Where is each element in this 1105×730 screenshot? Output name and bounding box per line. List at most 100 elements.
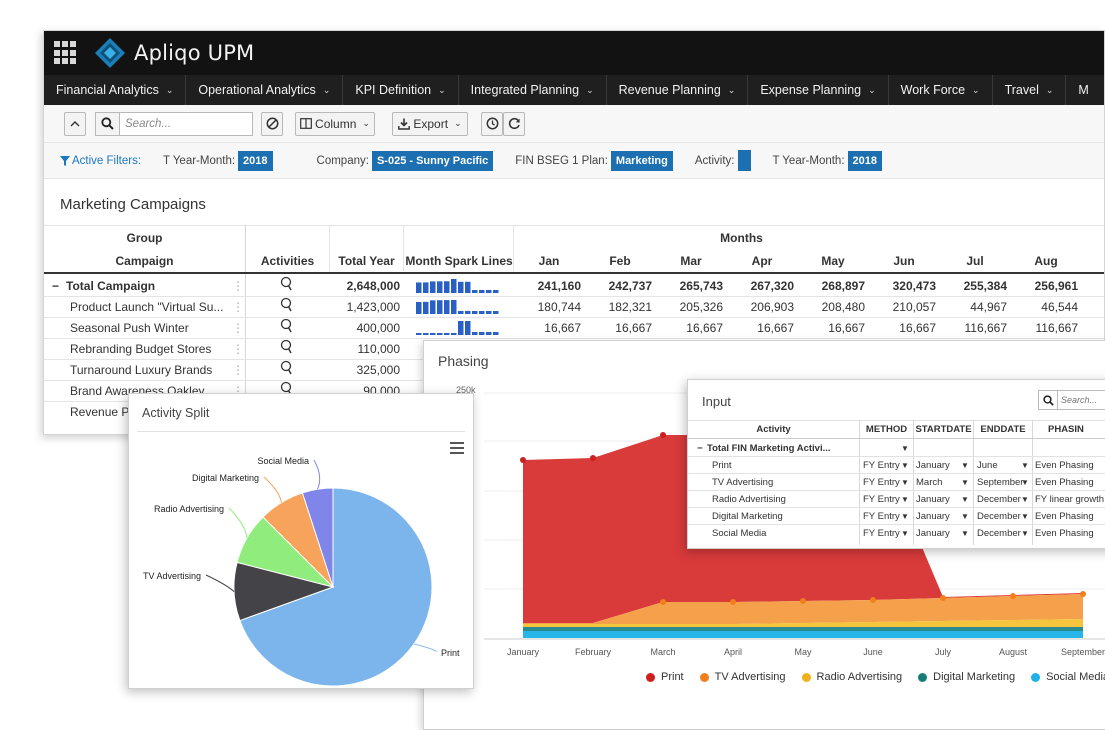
startdate-select[interactable]: January xyxy=(916,460,950,471)
filter-chip-year-month[interactable]: 2018 xyxy=(238,150,273,171)
month-value[interactable]: 116,667 xyxy=(1035,321,1079,335)
startdate-col-header[interactable]: STARTDATE xyxy=(915,424,972,435)
method-select[interactable]: FY Entry xyxy=(863,494,900,505)
phasing-select[interactable]: Even Phasing xyxy=(1035,528,1094,539)
dropdown-arrow-icon[interactable]: ▼ xyxy=(901,512,909,521)
menu-travel[interactable]: Travel ⌄ xyxy=(993,75,1067,105)
dropdown-arrow-icon[interactable]: ▼ xyxy=(901,495,909,504)
history-button[interactable] xyxy=(481,111,503,136)
method-select[interactable]: FY Entry xyxy=(863,528,900,539)
export-button[interactable]: Export ⌄ xyxy=(392,111,468,136)
dropdown-arrow-icon[interactable]: ▼ xyxy=(961,478,969,487)
month-value[interactable]: 16,667 xyxy=(828,321,865,335)
month-value[interactable]: 180,744 xyxy=(537,300,581,314)
kebab-menu-icon[interactable]: ⋮ xyxy=(232,363,244,377)
menu-operational-analytics[interactable]: Operational Analytics ⌄ xyxy=(186,75,344,105)
month-value[interactable]: 16,667 xyxy=(686,321,723,335)
month-value[interactable]: 256,961 xyxy=(1034,279,1078,293)
month-value[interactable]: 206,903 xyxy=(750,300,794,314)
phasing-select[interactable]: FY linear growth t xyxy=(1035,494,1105,505)
input-search-field[interactable] xyxy=(1058,390,1105,410)
enddate-select[interactable]: December xyxy=(977,494,1021,505)
legend-item-digital[interactable]: Digital Marketing xyxy=(918,671,1015,683)
month-header-feb[interactable]: Feb xyxy=(609,254,631,268)
method-col-header[interactable]: METHOD xyxy=(865,424,908,435)
legend-item-social[interactable]: Social Media xyxy=(1031,671,1105,683)
month-value[interactable]: 46,544 xyxy=(1041,300,1078,314)
table-row[interactable]: Seasonal Push Winter ⋮ 400,000 16,667 16… xyxy=(44,318,1104,339)
month-value[interactable]: 182,321 xyxy=(608,300,652,314)
month-value[interactable]: 16,667 xyxy=(615,321,652,335)
menu-financial-analytics[interactable]: Financial Analytics ⌄ xyxy=(44,75,187,105)
input-row[interactable]: Digital Marketing FY Entry ▼ January ▼ Dec… xyxy=(688,508,1105,525)
dropdown-arrow-icon[interactable]: ▼ xyxy=(901,461,909,470)
month-value[interactable]: 242,737 xyxy=(608,279,652,293)
search-icon[interactable] xyxy=(95,111,119,136)
legend-item-radio[interactable]: Radio Advertising xyxy=(801,671,902,683)
month-value[interactable]: 16,667 xyxy=(544,321,581,335)
collapse-toggle-icon[interactable]: − xyxy=(52,279,60,293)
month-value[interactable]: 205,326 xyxy=(679,300,723,314)
filter-chip-plan[interactable]: Marketing xyxy=(610,150,673,171)
input-row[interactable]: TV Advertising FY Entry ▼ March ▼ Septembe… xyxy=(688,474,1105,491)
method-select[interactable]: FY Entry xyxy=(863,477,900,488)
enddate-select[interactable]: December xyxy=(977,528,1021,539)
enddate-col-header[interactable]: ENDDATE xyxy=(980,424,1026,435)
campaign-header[interactable]: Campaign xyxy=(115,254,174,268)
kebab-menu-icon[interactable]: ⋮ xyxy=(232,342,244,356)
table-row[interactable]: Revenue Pu xyxy=(44,402,1104,423)
month-header-may[interactable]: May xyxy=(821,254,845,268)
activities-header[interactable]: Activities xyxy=(260,254,315,268)
kebab-menu-icon[interactable]: ⋮ xyxy=(232,300,244,314)
startdate-select[interactable]: January xyxy=(916,494,950,505)
search-icon[interactable] xyxy=(1038,390,1058,410)
active-filters[interactable]: Active Filters: xyxy=(60,155,141,167)
input-row[interactable]: Social Media FY Entry ▼ January ▼ December… xyxy=(688,525,1105,542)
month-value[interactable]: 16,667 xyxy=(899,321,936,335)
month-value[interactable]: 267,320 xyxy=(750,279,794,293)
magnify-icon[interactable] xyxy=(280,276,293,297)
month-header-jun[interactable]: Jun xyxy=(893,254,915,268)
collapse-button[interactable] xyxy=(64,111,86,136)
magnify-icon[interactable] xyxy=(280,297,293,318)
startdate-select[interactable]: January xyxy=(916,511,950,522)
month-header-apr[interactable]: Apr xyxy=(751,254,773,268)
month-value[interactable]: 16,667 xyxy=(757,321,794,335)
dropdown-arrow-icon[interactable]: ▼ xyxy=(1021,478,1029,487)
enddate-select[interactable]: June xyxy=(977,460,998,471)
startdate-select[interactable]: January xyxy=(916,528,950,539)
phasing-select[interactable]: Even Phasing xyxy=(1035,460,1094,471)
magnify-icon[interactable] xyxy=(280,360,293,381)
dropdown-arrow-icon[interactable]: ▼ xyxy=(961,529,969,538)
apps-grid-icon[interactable] xyxy=(54,41,78,65)
menu-integrated-planning[interactable]: Integrated Planning ⌄ xyxy=(459,75,607,105)
input-total-row[interactable]: − Total FIN Marketing Activi... ▼ xyxy=(688,440,1105,457)
menu-expense-planning[interactable]: Expense Planning ⌄ xyxy=(748,75,889,105)
month-value[interactable]: 210,057 xyxy=(892,300,936,314)
dropdown-arrow-icon[interactable]: ▼ xyxy=(961,495,969,504)
menu-kpi-definition[interactable]: KPI Definition ⌄ xyxy=(343,75,459,105)
method-select[interactable]: FY Entry xyxy=(863,460,900,471)
hamburger-menu-icon[interactable] xyxy=(450,442,464,454)
kebab-menu-icon[interactable]: ⋮ xyxy=(232,321,244,335)
collapse-toggle-icon[interactable]: − xyxy=(697,443,703,454)
activity-col-header[interactable]: Activity xyxy=(756,424,791,435)
refresh-button[interactable] xyxy=(503,111,525,136)
menu-work-force[interactable]: Work Force ⌄ xyxy=(889,75,993,105)
filter-chip-year-month-2[interactable]: 2018 xyxy=(847,150,883,171)
enddate-select[interactable]: December xyxy=(977,511,1021,522)
menu-revenue-planning[interactable]: Revenue Planning ⌄ xyxy=(607,75,749,105)
kebab-menu-icon[interactable]: ⋮ xyxy=(232,279,244,293)
phasing-col-header[interactable]: PHASIN xyxy=(1048,424,1084,435)
spark-header[interactable]: Month Spark Lines xyxy=(405,254,513,268)
phasing-select[interactable]: Even Phasing xyxy=(1035,477,1094,488)
legend-item-tv[interactable]: TV Advertising xyxy=(699,671,786,683)
month-value[interactable]: 265,743 xyxy=(679,279,723,293)
month-value[interactable]: 255,384 xyxy=(963,279,1007,293)
column-button[interactable]: Column ⌄ xyxy=(295,111,375,136)
input-row[interactable]: Print FY Entry ▼ January ▼ June ▼ Even Phas… xyxy=(688,457,1105,474)
input-row[interactable]: Radio Advertising FY Entry ▼ January ▼ Dec… xyxy=(688,491,1105,508)
enddate-select[interactable]: September xyxy=(977,477,1024,488)
month-header-aug[interactable]: Aug xyxy=(1034,254,1058,268)
month-value[interactable]: 208,480 xyxy=(821,300,865,314)
